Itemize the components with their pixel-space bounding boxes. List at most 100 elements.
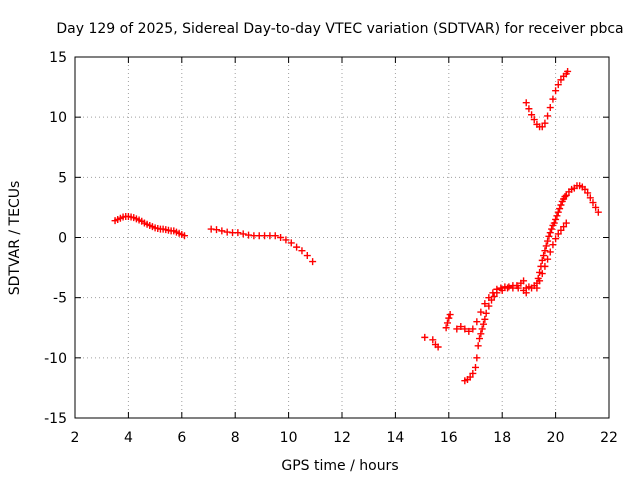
data-point — [474, 342, 482, 350]
data-point — [498, 286, 506, 294]
data-point — [541, 247, 549, 255]
data-point — [560, 223, 568, 231]
y-tick-label: -10 — [44, 351, 67, 367]
data-point — [592, 203, 600, 211]
data-point — [541, 262, 549, 270]
data-point — [538, 270, 546, 278]
data-point — [550, 219, 558, 227]
data-point — [554, 230, 562, 238]
data-point — [542, 242, 550, 250]
data-point — [485, 302, 493, 310]
data-point — [561, 193, 569, 201]
data-point — [429, 336, 437, 344]
data-point — [476, 335, 484, 343]
x-tick-label: 8 — [231, 430, 240, 446]
x-tick-label: 22 — [600, 430, 618, 446]
series-arc-6 — [461, 284, 530, 385]
data-point — [544, 112, 552, 120]
data-point — [562, 219, 570, 227]
y-tick-label: 15 — [49, 50, 67, 66]
data-point — [594, 208, 602, 216]
data-point — [549, 241, 557, 249]
data-point — [434, 343, 442, 351]
data-point — [557, 201, 565, 209]
data-point — [271, 232, 279, 240]
data-point — [514, 284, 522, 292]
data-point — [549, 95, 557, 103]
data-point — [461, 325, 469, 333]
data-point — [472, 363, 479, 371]
data-point — [466, 373, 474, 381]
data-point — [540, 252, 548, 260]
y-tick-labels: -15 -10 -5 0 5 10 15 — [44, 50, 67, 427]
data-point — [584, 189, 592, 197]
data-point — [481, 315, 489, 323]
data-point — [525, 105, 533, 113]
data-point — [546, 104, 554, 112]
y-tick-label: 10 — [49, 110, 67, 126]
x-tick-labels: 2 4 6 8 10 12 14 16 18 20 22 — [71, 430, 618, 446]
data-point — [277, 234, 285, 241]
data-point — [490, 292, 498, 300]
data-point — [298, 247, 306, 255]
data-point — [442, 324, 450, 332]
data-point — [493, 289, 501, 297]
data-point — [443, 319, 451, 327]
data-point — [556, 205, 564, 213]
data-point — [457, 323, 465, 331]
data-point — [520, 277, 528, 285]
series-arc-1 — [111, 212, 188, 240]
data-point — [554, 208, 562, 216]
x-tick-label: 12 — [333, 430, 351, 446]
data-point — [562, 191, 570, 199]
data-point — [533, 284, 541, 292]
x-tick-label: 10 — [280, 430, 298, 446]
data-point — [552, 235, 560, 243]
x-tick-label: 16 — [440, 430, 458, 446]
data-point — [589, 199, 597, 207]
y-tick-label: -15 — [44, 411, 67, 427]
data-point — [552, 87, 560, 95]
chart-title: Day 129 of 2025, Sidereal Day-to-day VTE… — [56, 21, 623, 37]
data-point — [287, 239, 295, 247]
data-point — [546, 229, 554, 237]
data-point — [445, 314, 453, 322]
data-point — [557, 226, 565, 234]
data-point — [473, 354, 481, 362]
data-point — [553, 212, 561, 220]
data-point — [505, 283, 513, 291]
series-arc-2 — [207, 225, 317, 266]
x-tick-label: 14 — [386, 430, 404, 446]
data-point — [538, 256, 546, 264]
data-point — [239, 230, 247, 238]
data-point — [465, 327, 473, 335]
data-point — [586, 194, 594, 202]
data-point — [309, 258, 317, 266]
data-point — [218, 227, 226, 235]
data-point — [473, 318, 481, 326]
data-point — [530, 116, 538, 124]
data-point — [536, 277, 544, 285]
data-point — [453, 325, 461, 333]
data-point — [446, 311, 454, 319]
grid-lines — [75, 57, 609, 418]
series-arc-9 — [565, 182, 602, 216]
y-axis-label: SDTVAR / TECUs — [7, 181, 23, 296]
series-arc-4 — [442, 311, 454, 332]
data-point — [538, 123, 546, 131]
data-point — [564, 67, 572, 75]
data-point — [544, 255, 552, 263]
x-tick-label: 20 — [547, 430, 565, 446]
data-point — [477, 308, 485, 316]
data-point — [522, 99, 530, 107]
data-point — [528, 111, 536, 119]
data-point — [477, 330, 485, 338]
x-tick-label: 6 — [177, 430, 186, 446]
data-point — [541, 119, 549, 127]
data-point — [581, 185, 589, 193]
data-point — [469, 325, 477, 333]
y-tick-label: 0 — [58, 231, 67, 247]
data-point — [554, 81, 562, 89]
data-point — [544, 237, 552, 245]
